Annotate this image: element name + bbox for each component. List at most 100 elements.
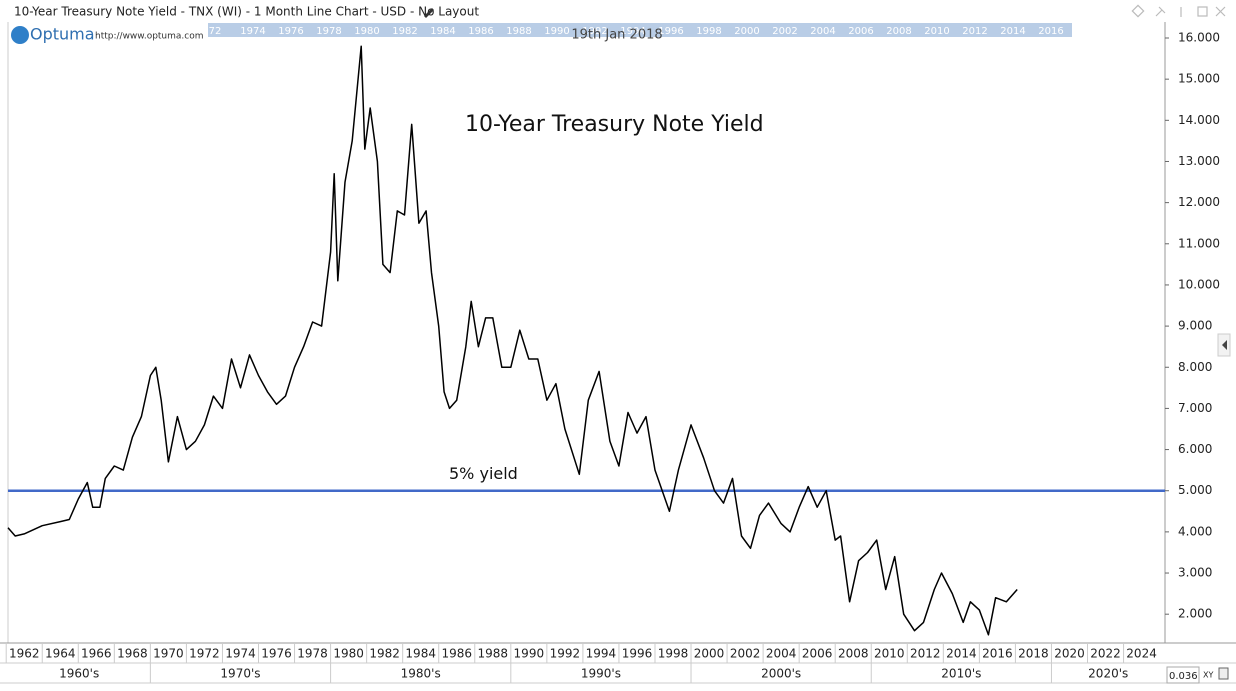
x-tick-label: 1980 xyxy=(333,647,364,661)
overview-year: 1988 xyxy=(506,26,531,37)
overview-year: 1996 xyxy=(658,26,683,37)
y-tick-label: 15.000 xyxy=(1178,72,1220,86)
x-tick-label: 2008 xyxy=(838,647,869,661)
x-tick-label: 2016 xyxy=(982,647,1013,661)
decade-label: 1970's xyxy=(220,667,260,681)
logo-icon xyxy=(11,26,29,44)
overview-year: 1982 xyxy=(392,26,417,37)
x-tick-label: 1974 xyxy=(225,647,256,661)
y-tick-label: 7.000 xyxy=(1178,401,1212,415)
button-diamond[interactable] xyxy=(1131,4,1145,18)
x-tick-label: 1992 xyxy=(550,647,581,661)
x-tick-label: 2010 xyxy=(874,647,905,661)
y-tick-label: 16.000 xyxy=(1178,31,1220,45)
y-tick-label: 4.000 xyxy=(1178,524,1212,538)
window-title: 10-Year Treasury Note Yield - TNX (WI) -… xyxy=(14,5,479,19)
decade-label: 1980's xyxy=(401,667,441,681)
x-tick-label: 2004 xyxy=(766,647,797,661)
cursor-box xyxy=(1166,666,1200,684)
x-tick-label: 2012 xyxy=(910,647,941,661)
x-tick-label: 1996 xyxy=(622,647,653,661)
overview-year: 1984 xyxy=(430,26,455,37)
x-tick-label: 1990 xyxy=(514,647,545,661)
overview-year: 2008 xyxy=(886,26,911,37)
chart-title: 10-Year Treasury Note Yield xyxy=(465,112,764,137)
overview-year: 1990 xyxy=(544,26,569,37)
x-tick-label: 2018 xyxy=(1018,647,1049,661)
overview-year: 2002 xyxy=(772,26,797,37)
x-tick-label: 1982 xyxy=(369,647,400,661)
y-tick-label: 2.000 xyxy=(1178,607,1212,621)
y-tick-label: 5.000 xyxy=(1178,483,1212,497)
x-tick-label: 1994 xyxy=(586,647,617,661)
price-line xyxy=(7,45,1018,636)
x-tick-label: 2006 xyxy=(802,647,833,661)
overview-year: 2006 xyxy=(848,26,873,37)
toggle-arrow xyxy=(1222,340,1227,350)
overview-year: 2000 xyxy=(734,26,759,37)
mode-button[interactable] xyxy=(1218,667,1229,680)
overview-year: 1998 xyxy=(696,26,721,37)
overview-year: 2014 xyxy=(1000,26,1025,37)
x-tick-label: 1966 xyxy=(81,647,112,661)
x-tick-label: 2002 xyxy=(730,647,761,661)
decade-label: 1960's xyxy=(59,667,99,681)
x-tick-label: 1976 xyxy=(261,647,292,661)
button-max[interactable] xyxy=(1197,6,1208,17)
x-tick-label: 1972 xyxy=(189,647,220,661)
x-tick-label: 2022 xyxy=(1090,647,1121,661)
button-close[interactable] xyxy=(1215,6,1226,17)
overview-strip[interactable] xyxy=(208,23,1072,37)
mode-label[interactable]: XY xyxy=(1203,671,1213,680)
overview-year: 2016 xyxy=(1038,26,1063,37)
x-tick-label: 1988 xyxy=(478,647,509,661)
decade-label: 2020's xyxy=(1088,667,1128,681)
x-tick-label: 1978 xyxy=(297,647,328,661)
overview-year: 1986 xyxy=(468,26,493,37)
y-tick-label: 14.000 xyxy=(1178,113,1220,127)
cursor-value: 0.036 xyxy=(1169,671,1198,682)
overview-year: 1992 xyxy=(582,26,607,37)
x-tick-label: 2024 xyxy=(1126,647,1157,661)
overview-year: 2012 xyxy=(962,26,987,37)
x-tick-label: 2014 xyxy=(946,647,977,661)
x-tick-label: 1984 xyxy=(405,647,436,661)
y-tick-label: 10.000 xyxy=(1178,277,1220,291)
decade-label: 2000's xyxy=(761,667,801,681)
x-tick-label: 1970 xyxy=(153,647,184,661)
x-tick-label: 1964 xyxy=(45,647,76,661)
overview-year: 1994 xyxy=(620,26,645,37)
decade-label: 1990's xyxy=(581,667,621,681)
overview-year: 1978 xyxy=(316,26,341,37)
overview-year: 1976 xyxy=(278,26,303,37)
logo: Optuma xyxy=(30,25,95,44)
overview-year: 1974 xyxy=(240,26,265,37)
window-buttons xyxy=(1131,4,1226,18)
logo-url: http://www.optuma.com xyxy=(95,32,204,42)
y-tick-label: 9.000 xyxy=(1178,319,1212,333)
x-tick-label: 1986 xyxy=(441,647,472,661)
y-tick-label: 3.000 xyxy=(1178,566,1212,580)
x-tick-label: 2000 xyxy=(694,647,725,661)
x-tick-label: 2020 xyxy=(1054,647,1085,661)
y-tick-label: 13.000 xyxy=(1178,154,1220,168)
edit-icon[interactable] xyxy=(424,8,434,18)
y-tick-label: 11.000 xyxy=(1178,236,1220,250)
reference-label: 5% yield xyxy=(449,464,518,483)
chart-date: 19th Jan 2018 xyxy=(571,28,662,43)
overview-year: 1980 xyxy=(354,26,379,37)
button-pin[interactable] xyxy=(1155,6,1166,17)
y-tick-label: 6.000 xyxy=(1178,442,1212,456)
y-tick-label: 8.000 xyxy=(1178,360,1212,374)
x-tick-label: 1962 xyxy=(9,647,40,661)
overview-year: 2010 xyxy=(924,26,949,37)
y-tick-label: 12.000 xyxy=(1178,195,1220,209)
x-tick-label: 1968 xyxy=(117,647,148,661)
x-tick-label: 1998 xyxy=(658,647,689,661)
overview-year: 2004 xyxy=(810,26,835,37)
decade-label: 2010's xyxy=(941,667,981,681)
overview-year: 72 xyxy=(209,26,222,37)
overview-labels: 72 1974 1976 1978 1980 1982 1984 1986 1988 1990 19… xyxy=(209,26,1064,37)
